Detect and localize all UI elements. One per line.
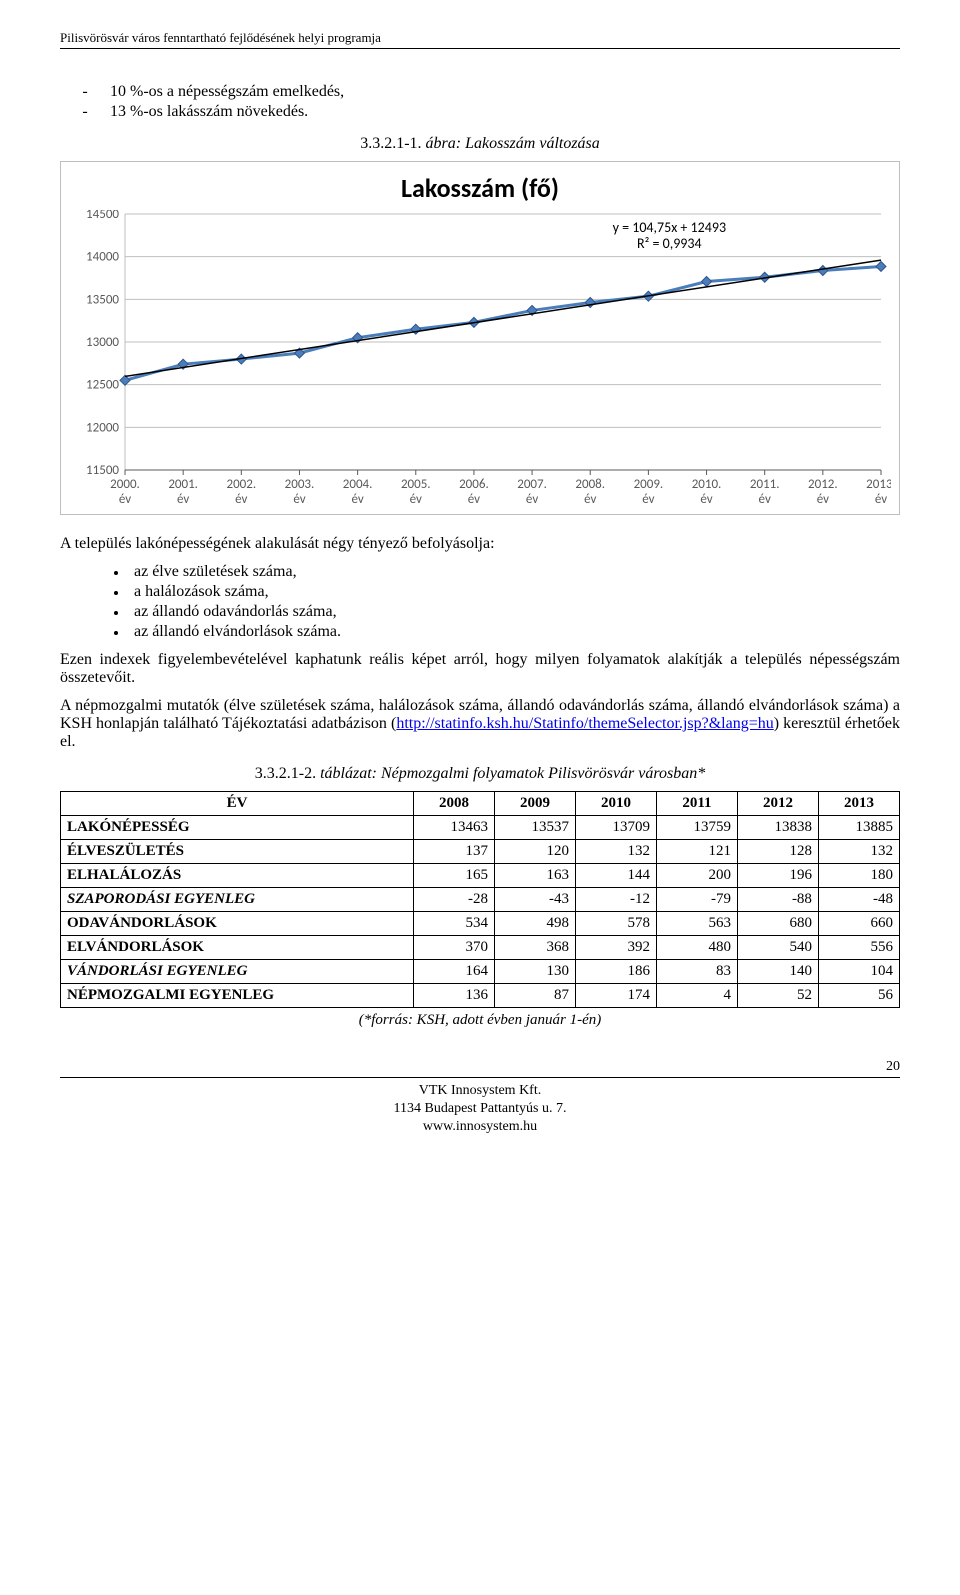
table-caption: 3.3.2.1-2. táblázat: Népmozgalmi folyama… (60, 765, 900, 783)
svg-text:év: év (410, 492, 422, 507)
footer-rule (60, 1077, 900, 1078)
svg-text:2006.: 2006. (459, 477, 489, 492)
chart-container: Lakosszám (fő) 11500 12000 12500 13000 13500… (60, 161, 900, 515)
footer: VTK Innosystem Kft. 1134 Budapest Pattan… (60, 1082, 900, 1137)
svg-text:14000: 14000 (86, 250, 119, 265)
svg-text:év: év (700, 492, 712, 507)
svg-text:év: év (468, 492, 480, 507)
svg-text:év: év (642, 492, 654, 507)
svg-text:év: év (293, 492, 305, 507)
table-source: (*forrás: KSH, adott évben január 1-én) (60, 1012, 900, 1029)
line-chart: 11500 12000 12500 13000 13500 14000 14500 2000.… (71, 210, 891, 510)
svg-text:év: év (526, 492, 538, 507)
intro-list: -10 %-os a népességszám emelkedés,-13 %-… (60, 83, 900, 121)
page-number: 20 (60, 1059, 900, 1075)
svg-text:11500: 11500 (86, 463, 119, 478)
header-rule (60, 48, 900, 49)
demography-table: ÉV200820092010201120122013LAKÓNÉPESSÉG13… (60, 791, 900, 1008)
svg-text:év: év (817, 492, 829, 507)
svg-text:év: év (759, 492, 771, 507)
svg-text:év: év (177, 492, 189, 507)
svg-text:2005.: 2005. (401, 477, 431, 492)
svg-text:2004.: 2004. (343, 477, 373, 492)
svg-text:13500: 13500 (86, 292, 119, 307)
svg-text:2003.: 2003. (285, 477, 315, 492)
chart-title: Lakosszám (fő) (71, 172, 889, 204)
svg-text:12500: 12500 (86, 378, 119, 393)
svg-text:2007.: 2007. (517, 477, 547, 492)
svg-text:2013.: 2013. (866, 477, 891, 492)
paragraph-3: A népmozgalmi mutatók (élve születések s… (60, 697, 900, 751)
svg-text:2000.: 2000. (110, 477, 140, 492)
svg-text:12000: 12000 (86, 420, 119, 435)
svg-text:2010.: 2010. (692, 477, 722, 492)
svg-text:év: év (235, 492, 247, 507)
svg-text:2002.: 2002. (226, 477, 256, 492)
paragraph-2: Ezen indexek figyelembevételével kaphatu… (60, 651, 900, 687)
svg-text:2012.: 2012. (808, 477, 838, 492)
svg-text:év: év (875, 492, 887, 507)
svg-text:14500: 14500 (86, 210, 119, 222)
running-header: Pilisvörösvár város fenntartható fejlődé… (60, 30, 900, 46)
factor-bullets: az élve születések száma,a halálozások s… (128, 563, 900, 641)
svg-text:13000: 13000 (86, 335, 119, 350)
svg-text:2011.: 2011. (750, 477, 780, 492)
svg-text:2009.: 2009. (634, 477, 664, 492)
statinfo-link[interactable]: http://statinfo.ksh.hu/Statinfo/themeSel… (396, 715, 773, 732)
figure-caption: 3.3.2.1-1. ábra: Lakosszám változása (60, 135, 900, 153)
svg-text:R² = 0,9934: R² = 0,9934 (637, 235, 702, 252)
svg-text:év: év (584, 492, 596, 507)
svg-text:2001.: 2001. (168, 477, 198, 492)
paragraph-1: A település lakónépességének alakulását … (60, 535, 900, 553)
svg-text:2008.: 2008. (575, 477, 605, 492)
svg-text:év: év (351, 492, 363, 507)
svg-text:y = 104,75x + 12493: y = 104,75x + 12493 (613, 219, 726, 236)
svg-text:év: év (119, 492, 131, 507)
